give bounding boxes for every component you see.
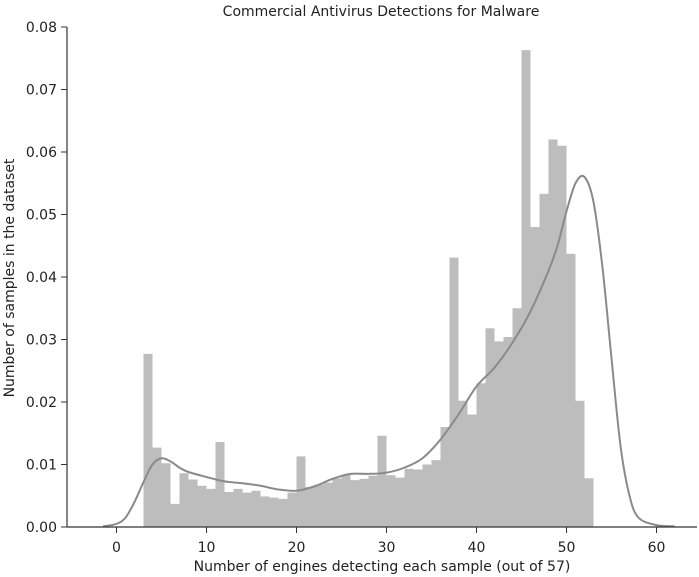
y-tick-label: 0.08 — [26, 20, 57, 36]
histogram-bar — [404, 468, 414, 527]
histogram-bar — [431, 460, 441, 527]
histogram-bar — [449, 257, 459, 527]
x-tick-label: 40 — [468, 540, 486, 556]
x-tick-label: 60 — [648, 540, 666, 556]
histogram-bar — [269, 497, 279, 527]
chart-title: Commercial Antivirus Detections for Malw… — [223, 4, 540, 20]
y-tick-label: 0.03 — [26, 333, 57, 349]
x-tick-label: 20 — [288, 540, 306, 556]
y-tick-label: 0.04 — [26, 270, 57, 286]
histogram-bar — [548, 139, 558, 527]
histogram-bar — [566, 253, 576, 527]
histogram-bar — [260, 496, 270, 527]
x-tick-label: 50 — [558, 540, 576, 556]
x-axis-label: Number of engines detecting each sample … — [194, 559, 571, 575]
histogram-bar — [305, 487, 315, 527]
kde-curve — [102, 174, 675, 528]
y-axis-label: Number of samples in the dataset — [2, 158, 18, 397]
histogram-bar — [413, 469, 423, 527]
histogram-bar — [377, 435, 387, 527]
histogram-bar — [251, 490, 261, 527]
histogram-bar — [521, 50, 531, 527]
histogram-bar — [530, 227, 540, 527]
histogram-bars — [143, 50, 594, 527]
histogram-bar — [575, 400, 585, 527]
y-tick-label: 0.00 — [26, 520, 57, 536]
histogram-bar — [584, 478, 594, 527]
histogram-bar — [332, 478, 342, 527]
histogram-bar — [368, 475, 378, 527]
histogram-bar — [494, 341, 504, 527]
histogram-bar — [161, 463, 171, 527]
histogram-bar — [188, 479, 198, 527]
y-tick-label: 0.07 — [26, 83, 57, 99]
histogram-bar — [476, 383, 486, 527]
histogram-bar — [242, 492, 252, 527]
histogram-bar — [512, 308, 522, 527]
histogram-bar — [485, 328, 495, 527]
histogram-bar — [296, 456, 306, 527]
histogram-bar — [350, 480, 360, 527]
histogram-bar — [503, 337, 513, 527]
histogram-bar — [224, 492, 234, 527]
histogram-bar — [179, 473, 189, 527]
y-tick-label: 0.06 — [26, 145, 57, 161]
x-tick-label: 10 — [198, 540, 216, 556]
y-axis-ticks: 0.00 0.01 0.02 0.03 0.04 0.05 0.06 0.07 0.08 — [26, 20, 67, 536]
y-tick-label: 0.01 — [26, 458, 57, 474]
histogram-bar — [539, 193, 549, 527]
y-tick-label: 0.05 — [26, 208, 57, 224]
y-tick-label: 0.02 — [26, 395, 57, 411]
histogram-bar — [233, 488, 243, 527]
histogram-bar — [314, 484, 324, 527]
histogram-bar — [557, 145, 567, 527]
histogram-bar — [359, 478, 369, 527]
x-tick-label: 30 — [378, 540, 396, 556]
histogram-bar — [278, 498, 288, 527]
histogram-bar — [422, 464, 432, 527]
histogram-bar — [323, 482, 333, 527]
histogram-bar — [386, 475, 396, 527]
histogram-bar — [206, 488, 216, 527]
histogram-bar — [287, 492, 297, 527]
histogram-bar — [440, 427, 450, 527]
histogram-bar — [458, 400, 468, 527]
histogram-bar — [467, 414, 477, 527]
histogram-bar — [152, 447, 162, 527]
histogram-bar — [341, 474, 351, 527]
histogram-bar — [170, 503, 180, 527]
histogram-bar — [197, 485, 207, 527]
histogram-bar — [143, 353, 153, 527]
x-axis-ticks: 0 10 20 30 40 50 60 — [112, 527, 665, 556]
histogram-bar — [395, 477, 405, 527]
x-tick-label: 0 — [112, 540, 121, 556]
histogram-bar — [215, 442, 225, 527]
